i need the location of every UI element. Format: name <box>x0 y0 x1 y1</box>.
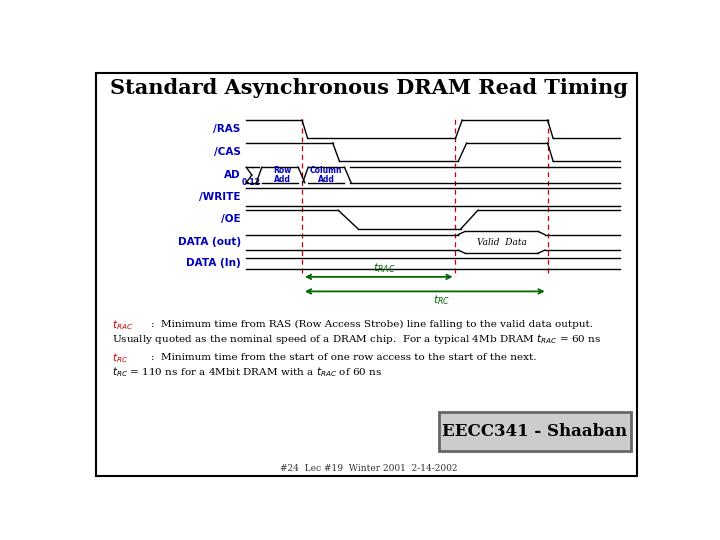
Text: $t_{RC}$: $t_{RC}$ <box>112 351 128 365</box>
Text: DATA (In): DATA (In) <box>186 258 240 268</box>
FancyBboxPatch shape <box>96 73 637 476</box>
Text: /OE: /OE <box>221 214 240 225</box>
Text: 0-12: 0-12 <box>241 178 260 187</box>
Text: :  Minimum time from RAS (Row Access Strobe) line falling to the valid data outp: : Minimum time from RAS (Row Access Stro… <box>151 320 593 329</box>
Text: :  Minimum time from the start of one row access to the start of the next.: : Minimum time from the start of one row… <box>151 354 537 362</box>
Text: /CAS: /CAS <box>214 147 240 157</box>
Text: $t_{RAC}$: $t_{RAC}$ <box>373 261 395 275</box>
Text: Standard Asynchronous DRAM Read Timing: Standard Asynchronous DRAM Read Timing <box>110 78 628 98</box>
Text: Valid  Data: Valid Data <box>477 238 526 247</box>
Text: DATA (out): DATA (out) <box>178 238 240 247</box>
Text: EECC341 - Shaaban: EECC341 - Shaaban <box>442 423 627 440</box>
Text: #24  Lec #19  Winter 2001  2-14-2002: #24 Lec #19 Winter 2001 2-14-2002 <box>280 464 458 472</box>
Text: Row
Add: Row Add <box>274 166 292 184</box>
Text: /WRITE: /WRITE <box>199 192 240 202</box>
Text: Column
Add: Column Add <box>310 166 343 184</box>
FancyBboxPatch shape <box>438 412 631 451</box>
Text: $t_{RC}$: $t_{RC}$ <box>433 294 450 307</box>
Text: $t_{RC}$ = 110 ns for a 4Mbit DRAM with a $t_{RAC}$ of 60 ns: $t_{RC}$ = 110 ns for a 4Mbit DRAM with … <box>112 366 382 380</box>
Text: /RAS: /RAS <box>213 124 240 134</box>
Text: AD: AD <box>224 170 240 180</box>
Text: $t_{RAC}$: $t_{RAC}$ <box>112 318 133 332</box>
Text: Usually quoted as the nominal speed of a DRAM chip.  For a typical 4Mb DRAM $t_{: Usually quoted as the nominal speed of a… <box>112 332 602 346</box>
